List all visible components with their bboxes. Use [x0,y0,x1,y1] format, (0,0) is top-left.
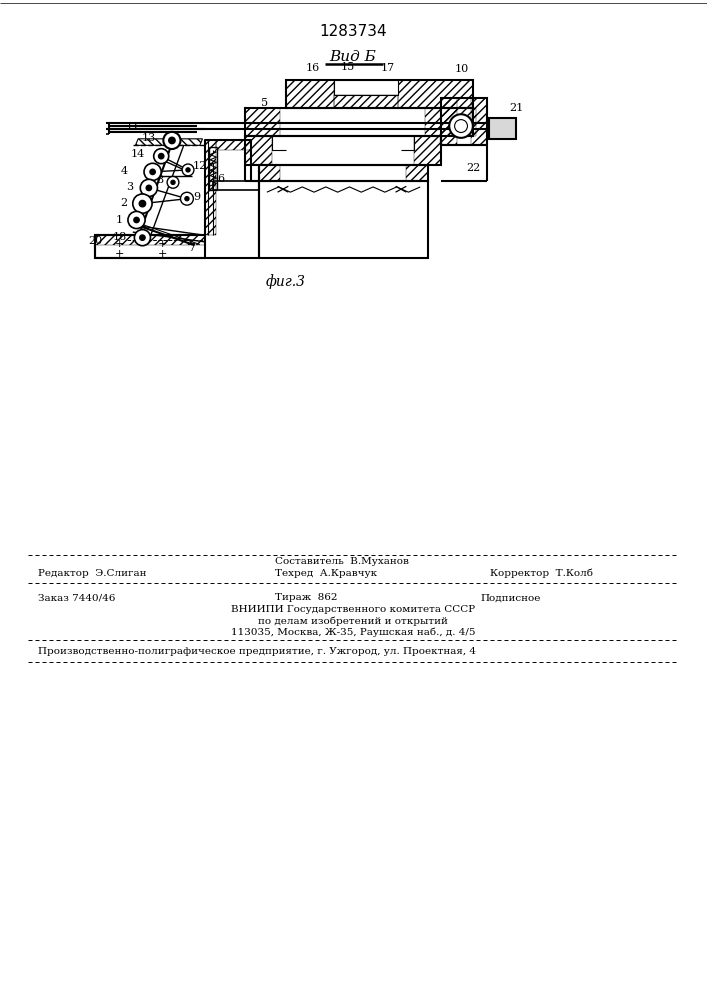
Text: 21: 21 [509,103,523,113]
Circle shape [455,120,467,132]
Bar [471,98,487,145]
Text: 14: 14 [131,149,145,159]
Text: Тираж  862: Тираж 862 [275,593,337,602]
Bar [286,80,474,108]
Text: 9: 9 [194,192,201,202]
Bar [259,165,280,181]
Circle shape [140,235,145,240]
Bar [245,136,441,165]
Circle shape [180,192,194,205]
Bar [398,80,474,108]
Text: 17: 17 [380,63,395,73]
Text: 1: 1 [116,215,123,225]
Circle shape [182,164,194,176]
Text: 13: 13 [141,133,156,143]
Text: 2: 2 [120,198,127,208]
Bar [334,80,398,95]
Bar [245,108,280,136]
Text: 12: 12 [193,161,207,171]
Circle shape [163,132,180,149]
Bar [489,118,516,139]
Circle shape [128,211,145,229]
Circle shape [186,168,190,172]
Circle shape [153,149,169,164]
Text: 10: 10 [455,64,469,74]
Text: 18: 18 [112,232,127,242]
Text: Производственно-полиграфическое предприятие, г. Ужгород, ул. Проектная, 4: Производственно-полиграфическое предприя… [38,648,476,656]
Text: по делам изобретений и открытий: по делам изобретений и открытий [258,616,448,626]
Text: +: + [115,239,124,249]
Circle shape [171,180,175,184]
Text: 16: 16 [305,63,320,73]
Text: 8: 8 [156,175,163,185]
Bar [216,140,251,150]
Bar [334,95,398,108]
Circle shape [134,230,151,246]
Text: 20: 20 [88,236,103,246]
Bar [286,80,334,108]
Bar [95,235,205,245]
Circle shape [449,114,473,138]
Text: ВНИИПИ Государственного комитета СССР: ВНИИПИ Государственного комитета СССР [231,605,475,614]
Circle shape [134,217,139,223]
Text: 11: 11 [126,122,140,132]
Circle shape [139,200,146,207]
Text: Вид Б: Вид Б [329,50,376,64]
Circle shape [140,179,158,196]
Bar [441,98,487,145]
Text: Составитель  В.Муханов: Составитель В.Муханов [275,558,409,566]
Bar [441,98,457,145]
Bar [425,108,441,136]
Text: Подписное: Подписное [480,593,540,602]
Circle shape [133,194,152,213]
Text: 6: 6 [218,174,225,184]
Bar [205,140,216,235]
Circle shape [169,137,175,144]
Text: 15: 15 [340,62,354,72]
Bar [95,235,205,258]
Bar [407,165,428,181]
Circle shape [185,197,189,201]
Bar [245,136,272,165]
Text: +: + [158,249,167,259]
Bar [441,108,476,136]
Bar [245,108,474,136]
Circle shape [158,153,164,159]
Text: 113035, Москва, Ж-35, Раушская наб., д. 4/5: 113035, Москва, Ж-35, Раушская наб., д. … [230,627,475,637]
Text: 1283734: 1283734 [319,24,387,39]
Text: +: + [158,239,167,249]
Circle shape [146,185,151,191]
Circle shape [167,176,179,188]
Text: +: + [115,249,124,259]
Text: 7: 7 [188,243,195,253]
Text: 3: 3 [127,182,134,192]
Bar [414,136,441,165]
Text: фиг.3: фиг.3 [266,274,305,289]
Bar [259,181,428,258]
Text: 22: 22 [466,163,481,173]
Bar [259,165,428,181]
Text: 4: 4 [121,166,128,176]
Circle shape [150,169,156,175]
Text: Корректор  Т.Колб: Корректор Т.Колб [490,568,593,578]
Text: 5: 5 [261,98,268,108]
Text: Редактор  Э.Слиган: Редактор Э.Слиган [38,568,146,578]
Circle shape [144,163,161,180]
Text: Техред  А.Кравчук: Техред А.Кравчук [275,568,377,578]
Text: Заказ 7440/46: Заказ 7440/46 [38,593,115,602]
